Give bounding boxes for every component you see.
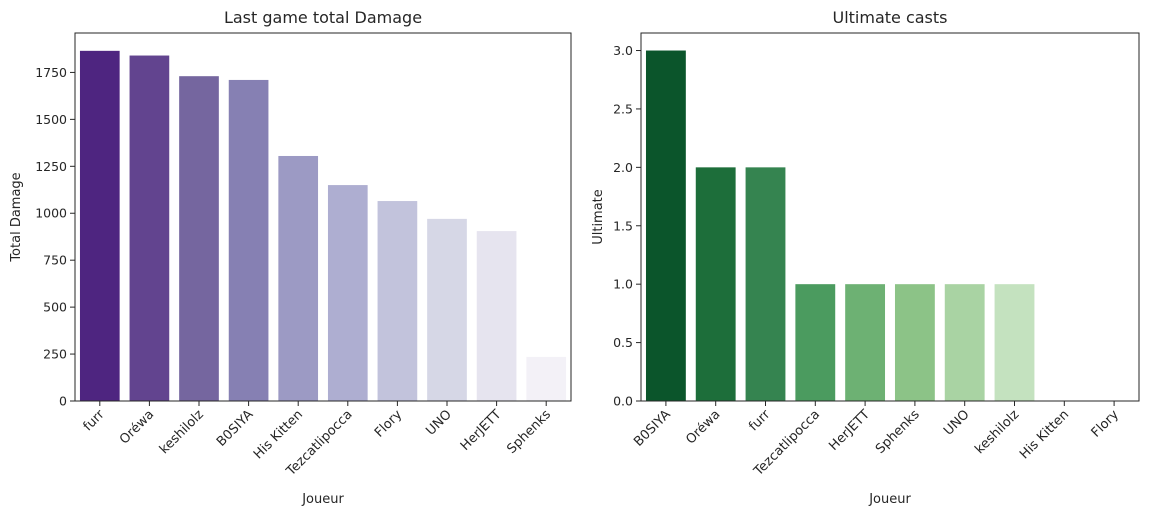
damage-xtick-label-0: furr — [81, 407, 109, 435]
ultimate-y-axis-label: Ultimate — [591, 189, 606, 245]
ultimate-bar-7 — [994, 284, 1035, 401]
damage-x-axis-label: Joueur — [301, 492, 344, 507]
ultimate-xtick-label-5: Sphenks — [873, 407, 923, 457]
ultimate-x-axis-label: Joueur — [868, 492, 911, 507]
ultimate-bar-5 — [894, 284, 935, 401]
ultimate-bar-2 — [745, 167, 786, 401]
ultimate-xtick-label-2: furr — [746, 407, 774, 435]
damage-chart-title: Last game total Damage — [224, 8, 422, 27]
ultimate-bar-1 — [695, 167, 736, 401]
damage-ytick-label-4: 1000 — [35, 206, 67, 221]
damage-bar-7 — [427, 218, 467, 401]
damage-ytick-label-6: 1500 — [35, 112, 67, 127]
ultimate-xtick-label-8: His Kitten — [1017, 407, 1072, 462]
damage-ytick-label-5: 1250 — [35, 159, 67, 174]
ultimate-xtick-label-1: Oréwa — [683, 407, 723, 447]
damage-xtick-label-2: keshilolz — [157, 407, 207, 457]
ultimate-bar-3 — [795, 284, 836, 401]
damage-bar-6 — [377, 201, 418, 401]
damage-bar-2 — [179, 76, 219, 402]
ultimate-bar-0 — [645, 50, 686, 402]
ultimate-ytick-label-1: 0.5 — [613, 335, 633, 350]
ultimate-ytick-label-5: 2.5 — [613, 101, 633, 116]
damage-bar-1 — [129, 55, 170, 402]
damage-ytick-label-2: 500 — [43, 300, 67, 315]
damage-bar-4 — [278, 155, 319, 401]
damage-chart: 0 250 500 750 1000 1250 1500 1750 furr Oréwa keshi… — [9, 8, 572, 507]
ultimate-bar-4 — [845, 284, 886, 401]
damage-ytick-label-3: 750 — [43, 253, 67, 268]
damage-xtick-label-6: Flory — [372, 407, 406, 441]
ultimate-xtick-label-7: keshilolz — [972, 407, 1022, 457]
damage-bar-3 — [228, 79, 269, 401]
ultimate-ytick-label-6: 3.0 — [613, 43, 633, 58]
ultimate-chart-title: Ultimate casts — [832, 8, 947, 27]
ultimate-xtick-label-4: HerJETT — [826, 407, 873, 454]
damage-ytick-label-1: 250 — [43, 347, 67, 362]
damage-ytick-label-0: 0 — [59, 394, 67, 409]
damage-bar-9 — [526, 356, 567, 401]
damage-xtick-label-8: HerJETT — [458, 407, 505, 454]
ultimate-xtick-label-6: UNO — [941, 407, 972, 438]
ultimate-ytick-label-0: 0.0 — [613, 394, 633, 409]
ultimate-ytick-label-4: 2.0 — [613, 160, 633, 175]
damage-y-axis-label: Total Damage — [9, 172, 24, 262]
ultimate-ytick-label-3: 1.5 — [613, 218, 633, 233]
damage-ytick-label-7: 1750 — [35, 65, 67, 80]
damage-bar-5 — [327, 185, 368, 401]
damage-bar-0 — [79, 50, 120, 402]
damage-bar-8 — [476, 231, 517, 401]
damage-xtick-label-9: Sphenks — [504, 407, 554, 457]
damage-xtick-label-7: UNO — [423, 407, 454, 438]
ultimate-bar-6 — [944, 284, 985, 401]
ultimate-ytick-label-2: 1.0 — [613, 277, 633, 292]
ultimate-axes-frame — [640, 32, 1140, 402]
damage-xtick-label-1: Oréwa — [117, 407, 157, 447]
damage-axes-frame — [74, 32, 572, 402]
ultimate-xtick-label-0: B0SIYA — [631, 407, 674, 450]
ultimate-xtick-label-9: Flory — [1089, 407, 1123, 441]
damage-xtick-label-3: B0SIYA — [214, 407, 257, 450]
